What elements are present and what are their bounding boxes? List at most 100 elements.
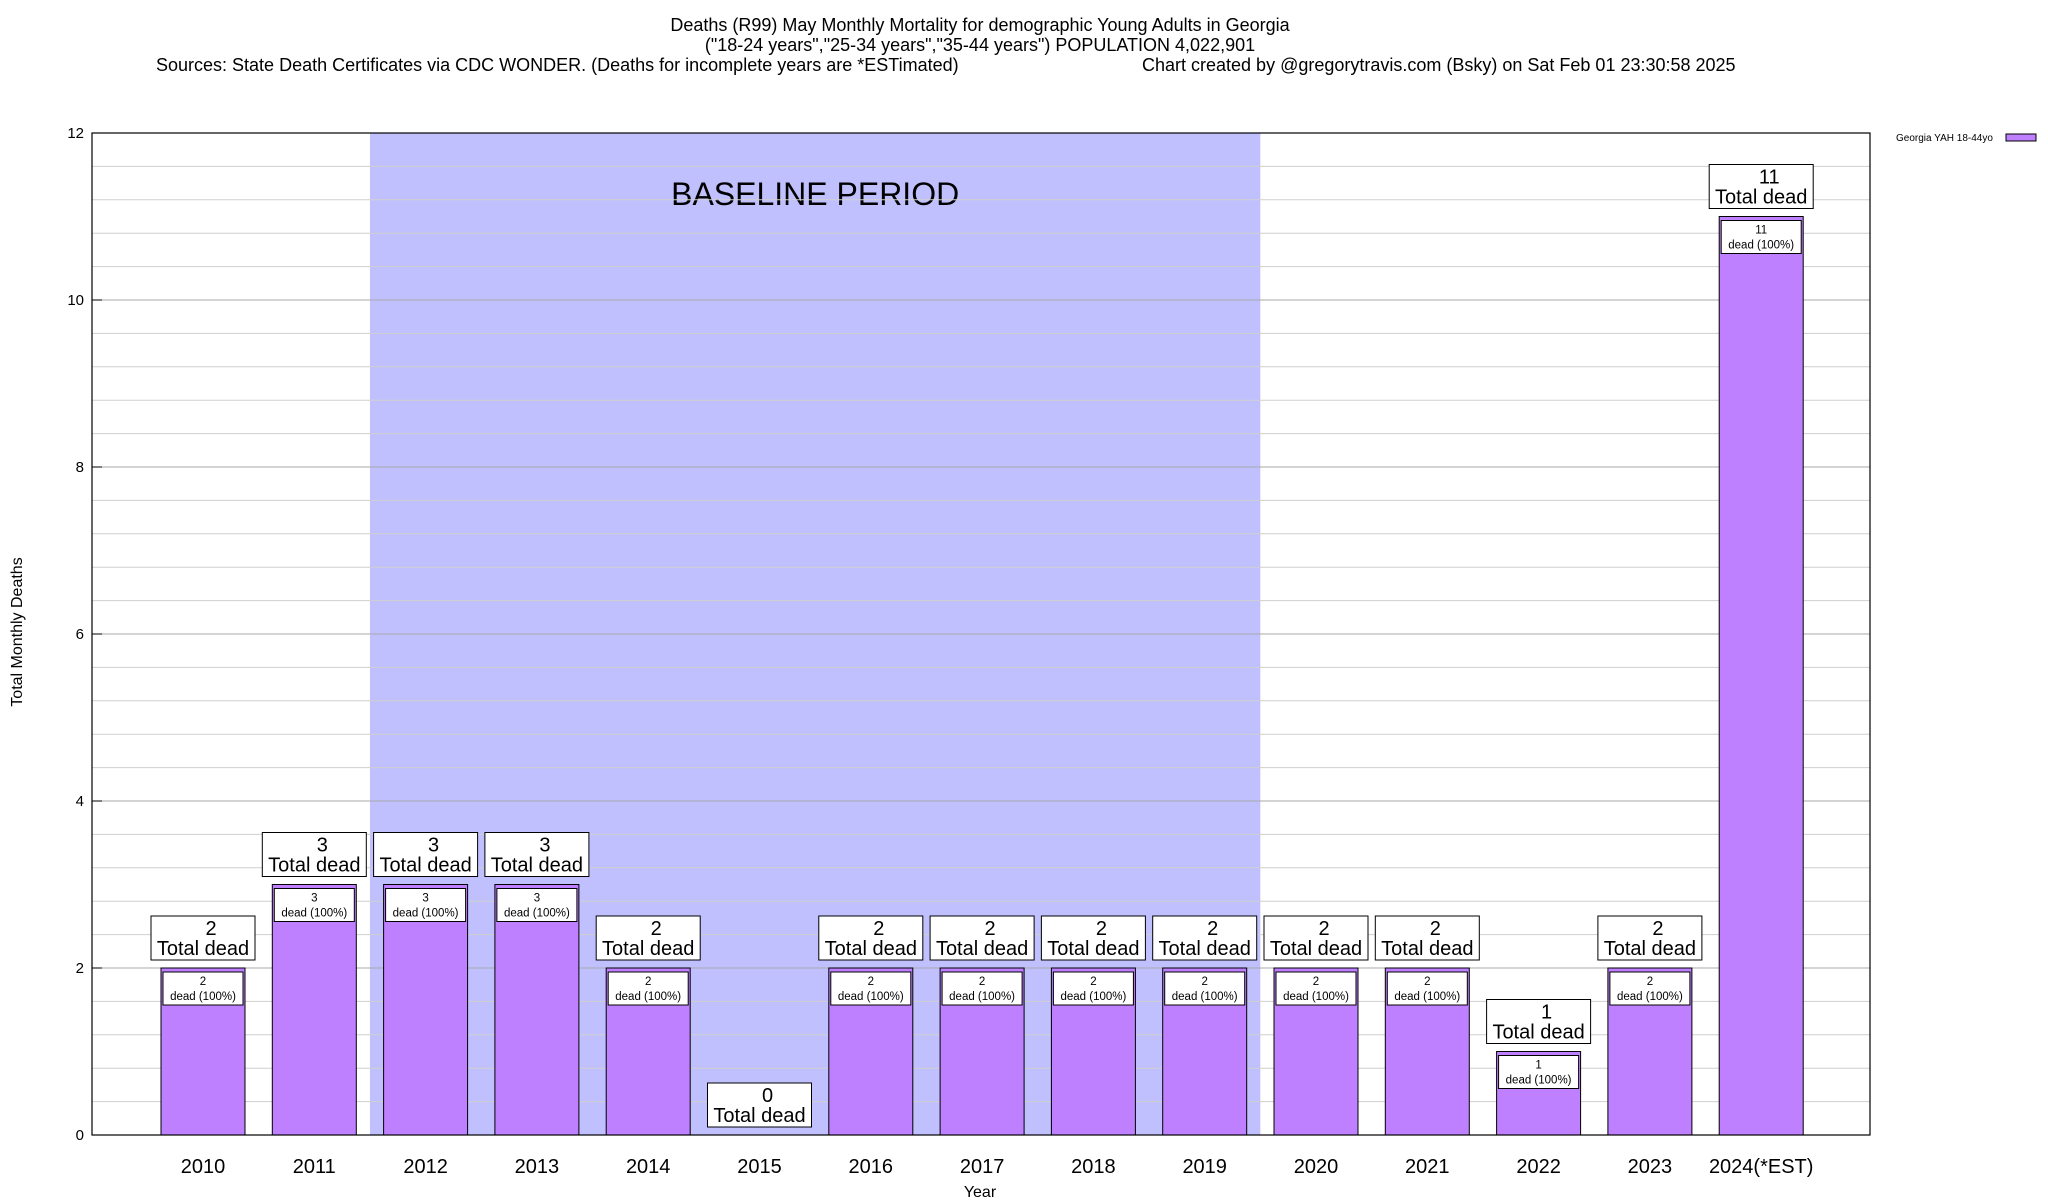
total-label-count: 2 <box>985 918 996 940</box>
y-tick-label: 0 <box>76 1127 84 1144</box>
y-tick-label: 4 <box>76 793 84 810</box>
x-axis-label: Year <box>964 1184 997 1200</box>
bar-inner-text: dead (100%) <box>615 991 681 1003</box>
total-label-count: 1 <box>1541 1002 1552 1024</box>
x-tick-label: 2011 <box>293 1156 336 1178</box>
chart-title-line-3: Sources: State Death Certificates via CD… <box>156 55 959 75</box>
chart-title-line-1: Deaths (R99) May Monthly Mortality for d… <box>670 15 1290 35</box>
total-label-count: 2 <box>1096 918 1107 940</box>
total-label-box <box>707 1082 812 1128</box>
total-label-text: Total dead <box>1270 938 1362 960</box>
total-label-count: 3 <box>317 835 328 857</box>
bar-inner-text: dead (100%) <box>504 908 570 920</box>
chart-credit: Chart created by @gregorytravis.com (Bsk… <box>1142 55 1736 75</box>
total-label-box <box>1597 915 1703 961</box>
total-label-count: 2 <box>1652 918 1663 940</box>
total-label-box <box>1708 164 1814 209</box>
x-tick-label: 2016 <box>849 1156 894 1178</box>
bar <box>1718 216 1804 1136</box>
total-label-box <box>373 832 479 877</box>
bar-inner-text: dead (100%) <box>1617 991 1683 1003</box>
total-label-box <box>1486 999 1592 1044</box>
bar-inner-label-box <box>385 888 467 922</box>
x-tick-label: 2010 <box>181 1156 226 1178</box>
bar-inner-count: 3 <box>422 893 428 905</box>
bar-inner-count: 3 <box>534 893 540 905</box>
total-label-text: Total dead <box>1381 938 1473 960</box>
bar-inner-text: dead (100%) <box>1060 991 1126 1003</box>
total-label-box <box>929 915 1035 961</box>
bar-inner-label-box <box>1386 971 1468 1006</box>
x-tick-label: 2021 <box>1405 1156 1450 1178</box>
bar-inner-label-box <box>607 971 689 1006</box>
legend-label: Georgia YAH 18-44yo <box>1896 133 1993 144</box>
bar-inner-text: dead (100%) <box>1506 1075 1572 1087</box>
bar-inner-label-box <box>1609 971 1691 1006</box>
total-label-count: 2 <box>1430 918 1441 940</box>
bar-inner-count: 2 <box>868 976 874 988</box>
bar-inner-label-box <box>830 971 912 1006</box>
x-tick-label: 2015 <box>737 1156 782 1178</box>
total-label-box <box>1040 915 1146 961</box>
total-label-text: Total dead <box>157 938 249 960</box>
total-label-box <box>261 832 367 877</box>
plot-frame <box>91 132 1871 1136</box>
x-tick-label: 2020 <box>1294 1156 1339 1178</box>
total-label-text: Total dead <box>936 938 1028 960</box>
y-tick-label: 2 <box>76 960 84 977</box>
baseline-label: BASELINE PERIOD <box>671 176 959 212</box>
total-label-box <box>484 832 590 877</box>
bar <box>494 884 580 1136</box>
total-label-count: 2 <box>873 918 884 940</box>
bar-inner-label-box <box>1164 971 1246 1006</box>
x-tick-label: 2023 <box>1628 1156 1673 1178</box>
total-label-text: Total dead <box>1492 1022 1584 1044</box>
chart-title-line-2: ("18-24 years","25-34 years","35-44 year… <box>705 35 1255 55</box>
x-tick-label: 2013 <box>515 1156 560 1178</box>
x-tick-label: 2017 <box>960 1156 1005 1178</box>
total-label-text: Total dead <box>602 938 694 960</box>
bar-inner-text: dead (100%) <box>393 908 459 920</box>
bar-inner-count: 3 <box>311 893 317 905</box>
bar-inner-label-box <box>273 888 355 922</box>
bar-inner-label-box <box>1275 971 1357 1006</box>
bar-inner-count: 2 <box>1647 976 1653 988</box>
total-label-box <box>1152 915 1258 961</box>
y-tick-label: 12 <box>67 125 84 142</box>
bar-inner-text: dead (100%) <box>1283 991 1349 1003</box>
x-tick-label: 2012 <box>403 1156 448 1178</box>
bar-inner-text: dead (100%) <box>1172 991 1238 1003</box>
y-tick-label: 8 <box>76 459 84 476</box>
total-label-text: Total dead <box>1604 938 1696 960</box>
bar-inner-count: 11 <box>1755 225 1767 237</box>
total-label-box <box>1263 915 1369 961</box>
y-axis-label: Total Monthly Deaths <box>9 557 26 706</box>
total-label-count: 0 <box>762 1085 773 1107</box>
x-tick-label: 2024(*EST) <box>1709 1156 1814 1178</box>
total-label-box <box>1374 915 1480 961</box>
bar-inner-label-box <box>162 971 244 1006</box>
total-label-count: 2 <box>1318 918 1329 940</box>
bar-inner-count: 2 <box>1424 976 1430 988</box>
bar-inner-text: dead (100%) <box>838 991 904 1003</box>
bar-inner-label-box <box>941 971 1023 1006</box>
total-label-count: 3 <box>428 835 439 857</box>
bar <box>271 884 357 1136</box>
total-label-text: Total dead <box>713 1105 805 1127</box>
bar-inner-text: dead (100%) <box>1728 240 1794 252</box>
y-tick-label: 10 <box>67 292 84 309</box>
bar-inner-label-box <box>1720 220 1802 254</box>
bar-inner-count: 2 <box>1090 976 1096 988</box>
bar <box>383 884 469 1136</box>
bar-inner-count: 2 <box>979 976 985 988</box>
bar-inner-label-box <box>496 888 578 922</box>
total-label-text: Total dead <box>491 855 583 877</box>
total-label-text: Total dead <box>1047 938 1139 960</box>
total-label-count: 2 <box>205 918 216 940</box>
x-tick-label: 2014 <box>626 1156 671 1178</box>
bar-inner-text: dead (100%) <box>949 991 1015 1003</box>
bar-inner-count: 2 <box>645 976 651 988</box>
total-label-count: 2 <box>1207 918 1218 940</box>
